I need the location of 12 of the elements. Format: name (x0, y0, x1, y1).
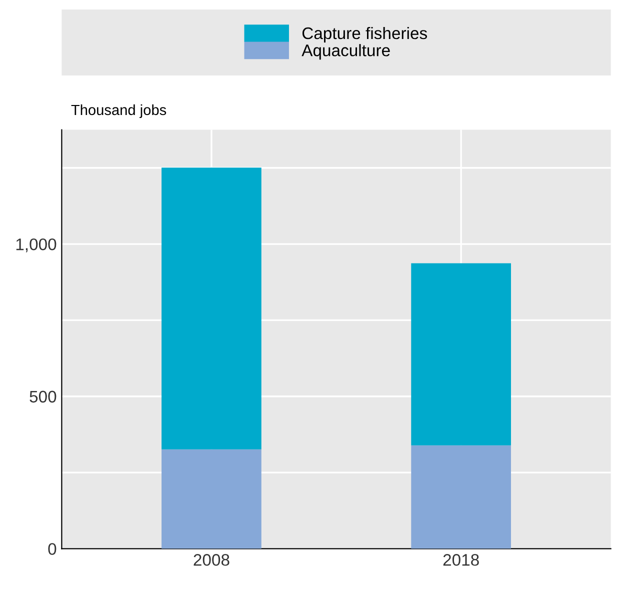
legend-label: Capture fisheries (302, 26, 427, 42)
legend-label: Aquaculture (302, 44, 390, 60)
x-tick-label: 2008 (194, 554, 230, 566)
y-tick-label: 1,000 (16, 238, 56, 252)
bar (162, 168, 262, 450)
y-axis-title: Thousand jobs (71, 104, 166, 118)
y-tick-label: 0 (48, 543, 56, 555)
bar (411, 445, 511, 549)
bar (162, 449, 262, 549)
bar (411, 263, 511, 446)
y-tick-label: 500 (30, 390, 56, 403)
x-tick-label: 2018 (443, 554, 479, 566)
